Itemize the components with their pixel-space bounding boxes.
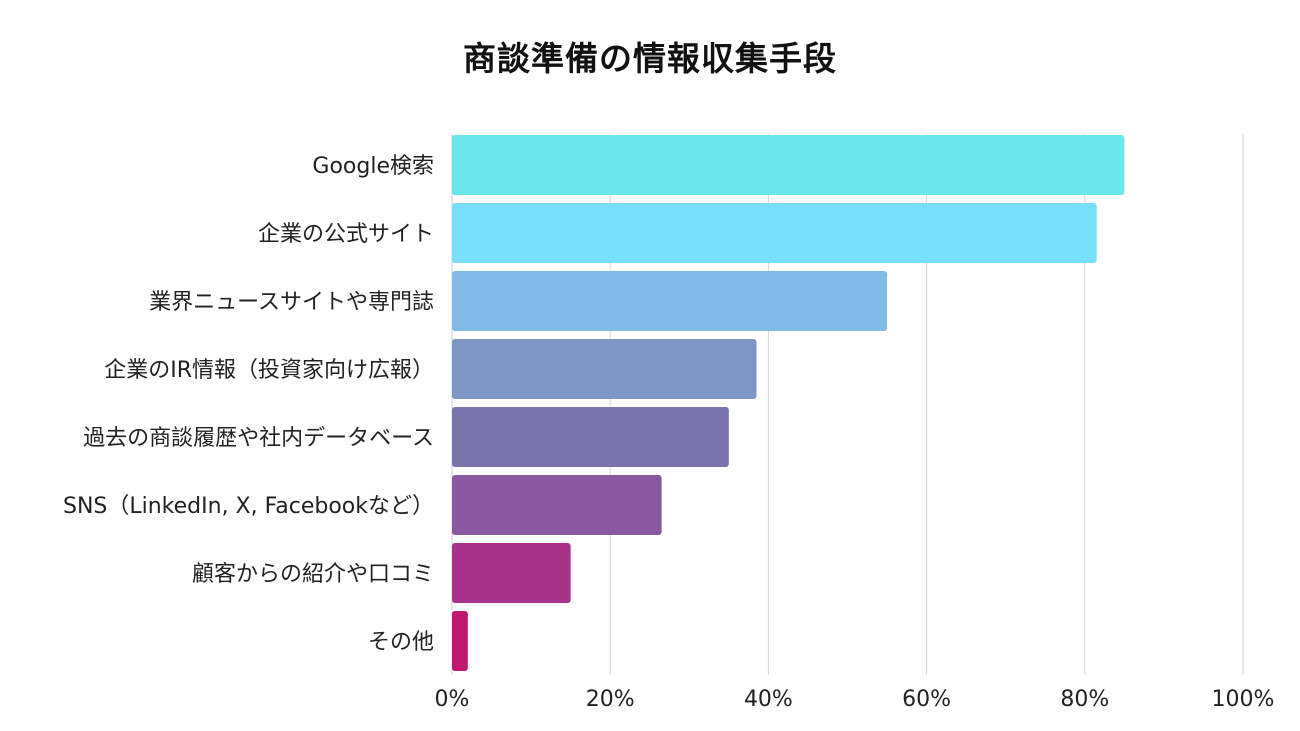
- bar-4: [452, 339, 757, 399]
- bar-1: [452, 135, 1125, 195]
- x-tick-label: 0%: [435, 687, 470, 712]
- category-label: 企業の公式サイト: [258, 222, 434, 247]
- category-label: Google検索: [312, 154, 434, 179]
- category-label: 業界ニュースサイトや専門誌: [149, 290, 434, 315]
- bar-6: [452, 475, 662, 535]
- x-axis-tick-labels: 0% 20% 40% 60% 80% 100%: [435, 687, 1275, 712]
- category-label: 企業のIR情報（投資家向け広報）: [104, 358, 434, 383]
- x-tick-label: 40%: [744, 687, 793, 712]
- bar-8: [452, 611, 468, 671]
- bar-3: [452, 271, 888, 331]
- x-tick-label: 60%: [902, 687, 951, 712]
- category-label: 顧客からの紹介や口コミ: [192, 562, 434, 587]
- bar-layer: [452, 135, 1125, 671]
- category-label: SNS（LinkedIn, X, Facebookなど）: [63, 494, 434, 519]
- bar-5: [452, 407, 729, 467]
- x-tick-label: 20%: [586, 687, 635, 712]
- bar-2: [452, 203, 1097, 263]
- category-label: その他: [368, 630, 434, 655]
- x-tick-label: 80%: [1060, 687, 1109, 712]
- x-tick-label: 100%: [1212, 687, 1275, 712]
- category-label: 過去の商談履歴や社内データベース: [83, 426, 434, 451]
- chart-title: 商談準備の情報収集手段: [463, 39, 837, 78]
- category-labels: Google検索企業の公式サイト業界ニュースサイトや専門誌企業のIR情報（投資家…: [63, 154, 434, 655]
- bar-7: [452, 543, 571, 603]
